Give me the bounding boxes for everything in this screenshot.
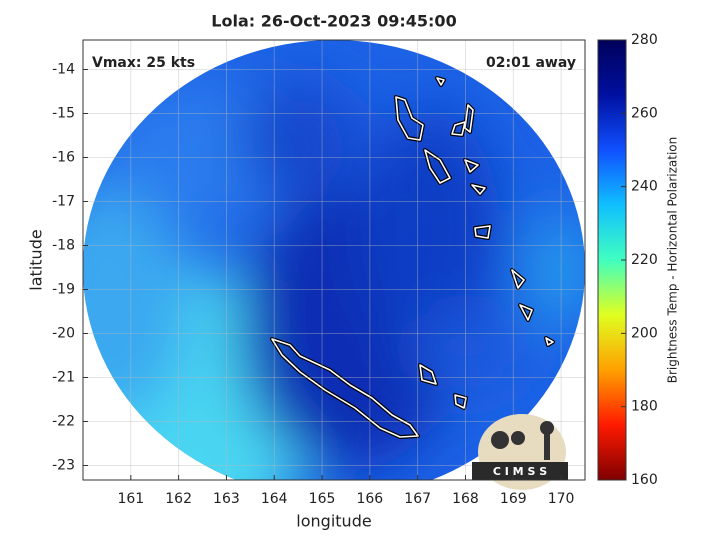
x-tick-label: 165 (309, 491, 336, 507)
colorbar-tick-label: 240 (631, 179, 658, 195)
coastlines (270, 76, 555, 439)
x-tick-label: 169 (500, 491, 527, 507)
colorbar-tick-label: 220 (631, 252, 658, 268)
y-axis-label: latitude (27, 229, 46, 290)
x-axis-label: longitude (296, 512, 371, 531)
logo-text: C I M S S (493, 465, 547, 478)
y-tick-label: -15 (52, 105, 75, 121)
x-tick-label: 167 (404, 491, 431, 507)
y-tick-label: -20 (52, 325, 75, 341)
cimss-logo: C I M S S (472, 414, 568, 490)
y-tick-label: -17 (52, 193, 75, 209)
y-tick-label: -21 (52, 369, 75, 385)
colorbar-label: Brightness Temp - Horizontal Polarizatio… (666, 137, 680, 384)
colorbar-tick-label: 200 (631, 325, 658, 341)
colorbar-tick-label: 160 (631, 472, 658, 488)
title: Lola: 26-Oct-2023 09:45:00 (211, 12, 456, 31)
x-tick-label: 170 (548, 491, 575, 507)
x-tick-label: 161 (117, 491, 144, 507)
x-tick-label: 162 (165, 491, 192, 507)
colorbar-tick-label: 260 (631, 105, 658, 121)
x-tick-label: 163 (213, 491, 240, 507)
x-tick-label: 164 (261, 491, 288, 507)
colorbar-tick-label: 280 (631, 32, 658, 48)
y-tick-label: -16 (52, 149, 75, 165)
x-tick-label: 166 (356, 491, 383, 507)
colorbar-tick-label: 180 (631, 399, 658, 415)
y-tick-label: -23 (52, 457, 75, 473)
y-tick-label: -22 (52, 413, 75, 429)
x-tick-label: 168 (452, 491, 479, 507)
y-tick-label: -14 (52, 61, 75, 77)
y-tick-label: -19 (52, 281, 75, 297)
y-tick-label: -18 (52, 237, 75, 253)
plot-frame (82, 39, 586, 481)
annotation: 02:01 away (486, 55, 576, 71)
annotation: Vmax: 25 kts (92, 55, 195, 71)
